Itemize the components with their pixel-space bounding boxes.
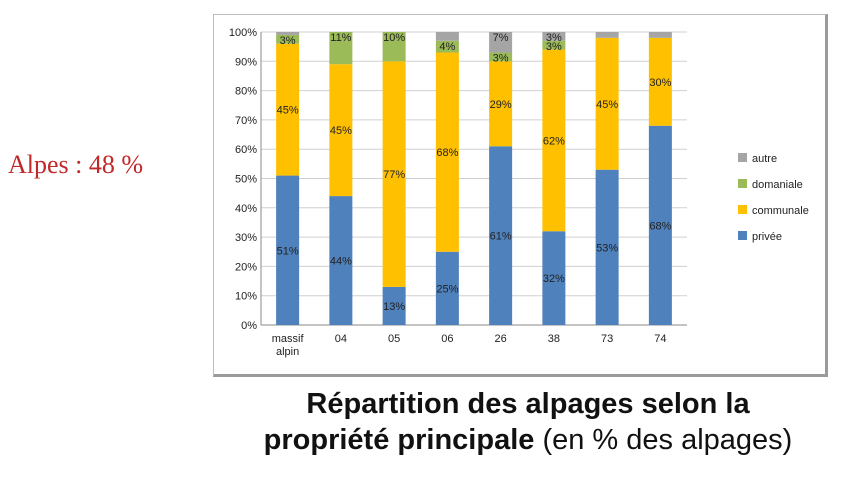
x-tick-label: 38 [548,333,560,345]
data-label: 11% [330,32,351,44]
data-label: 3% [280,35,296,47]
bar-segment-communale [648,37,672,126]
data-label: 10% [383,32,405,44]
data-label: 25% [436,283,458,295]
bar-segment-privée [382,286,406,325]
data-label: 7% [493,32,509,44]
y-tick-label: 70% [235,115,257,127]
bar-segment-domaniale [542,40,566,50]
bar-segment-autre [435,32,459,41]
data-label: 68% [436,147,458,159]
x-tick-label: 74 [654,333,666,345]
bar-segment-privée [435,251,459,325]
bar-segment-autre [542,32,566,41]
legend-swatch [738,179,747,188]
bar-segment-privée [595,169,619,325]
legend-swatch [738,205,747,214]
data-label: 51% [277,245,299,257]
data-label: 3% [546,32,562,44]
bar-segment-autre [595,32,619,38]
y-tick-label: 80% [235,86,257,98]
bar-segment-privée [489,146,513,325]
data-label: 77% [383,169,405,181]
bar-segment-autre [489,32,513,53]
y-tick-label: 30% [235,232,257,244]
bar-segment-communale [595,37,619,170]
bar-segment-communale [329,64,353,197]
y-tick-label: 20% [235,261,257,273]
bar-segment-communale [489,61,513,147]
bar-segment-domaniale [489,52,513,62]
x-tick-label: 26 [495,333,507,345]
data-label: 3% [493,53,509,65]
data-label: 13% [383,301,405,313]
bar-segment-domaniale [276,34,300,44]
data-label: 44% [330,256,352,268]
data-label: 68% [649,220,671,232]
chart-caption: Répartition des alpages selon la proprié… [213,386,843,458]
bar-segment-communale [542,49,566,232]
data-label: 32% [543,273,565,285]
bar-segment-privée [329,196,353,325]
data-label: 61% [490,231,512,243]
bar-segment-privée [542,231,566,325]
bar-segment-autre [276,32,300,35]
data-label: 53% [596,242,618,254]
legend-swatch [738,231,747,240]
bar-segment-domaniale [329,32,353,65]
caption-line-1: Répartition des alpages selon la [306,388,750,420]
bar-segment-domaniale [382,32,406,62]
data-label: 45% [277,105,299,117]
y-tick-label: 60% [235,144,257,156]
y-tick-label: 40% [235,203,257,215]
data-label: 62% [543,135,565,147]
x-tick-label: alpin [276,346,299,358]
bar-segment-communale [276,43,300,176]
data-label: 45% [596,99,618,111]
data-label: 45% [330,125,352,137]
bar-segment-communale [435,52,459,252]
legend-label: domaniale [752,179,803,191]
x-tick-label: 73 [601,333,613,345]
y-tick-label: 100% [229,27,257,39]
bar-segment-autre [648,32,672,38]
bar-segment-domaniale [435,40,459,53]
bar-segment-privée [276,175,300,325]
y-tick-label: 10% [235,291,257,303]
x-tick-label: 05 [388,333,400,345]
data-label: 30% [649,77,671,89]
x-tick-label: 06 [441,333,453,345]
chart-frame: 0% 10% 20% 30% 40% 50% 60% 70% 80% 90% 100% 51% 45% 3… [213,14,828,377]
legend-label: privée [752,231,782,243]
data-label: 29% [490,99,512,111]
data-label: 4% [439,41,455,53]
x-tick-label: massif [272,333,305,345]
x-tick-label: 04 [335,333,347,345]
y-tick-label: 50% [235,174,257,186]
data-label: 3% [546,41,562,53]
y-tick-label: 90% [235,56,257,68]
stacked-bar-chart: 0% 10% 20% 30% 40% 50% 60% 70% 80% 90% 100% 51% 45% 3… [229,27,809,358]
bar-segment-privée [648,125,672,325]
bar-segment-communale [382,61,406,287]
caption-line-2: propriété principale (en % des alpages) [263,424,793,456]
y-tick-label: 0% [241,320,257,332]
legend-label: autre [752,153,777,165]
side-label: Alpes : 48 % [8,150,144,179]
legend-swatch [738,153,747,162]
legend-label: communale [752,205,809,217]
